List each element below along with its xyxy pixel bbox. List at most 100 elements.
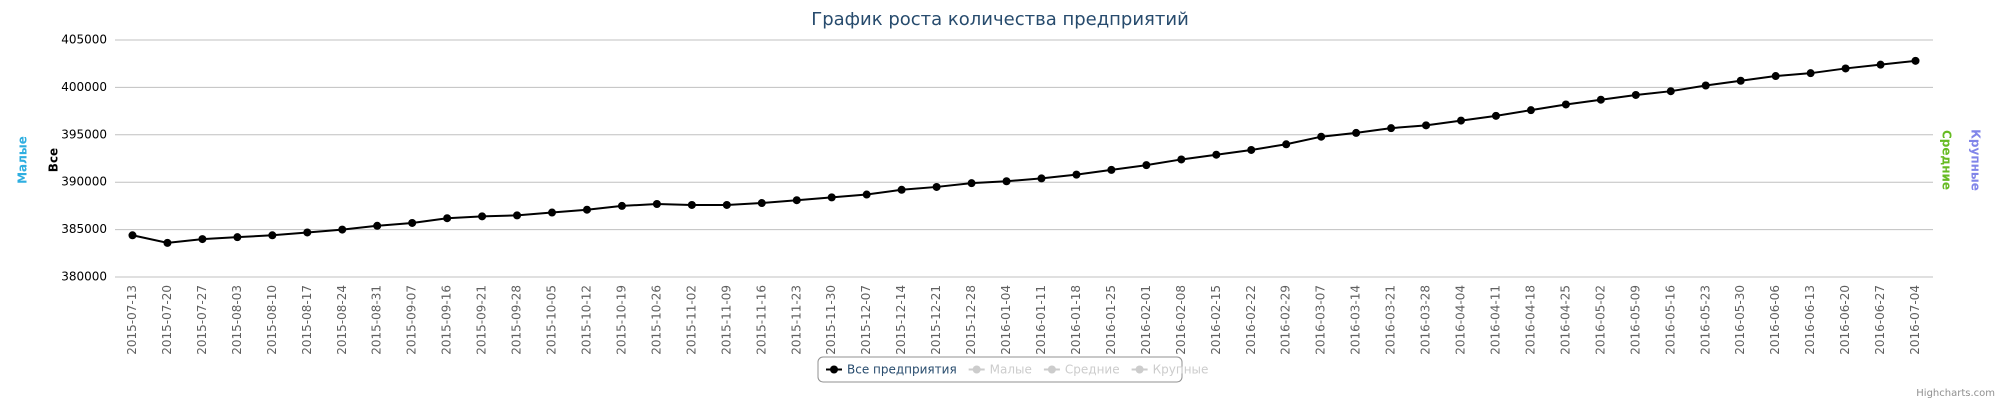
x-tick-label: 2016-07-04 [1908, 285, 1922, 355]
x-tick-label: 2015-10-19 [614, 285, 628, 355]
x-tick-label: 2015-09-07 [405, 285, 419, 355]
x-tick-label: 2015-12-21 [929, 285, 943, 355]
x-tick-label: 2015-09-16 [440, 285, 454, 355]
point [1841, 64, 1850, 73]
x-tick-label: 2016-02-29 [1279, 285, 1293, 355]
legend-item[interactable]: Крупные [1153, 363, 1209, 377]
credits[interactable]: Highcharts.com [1916, 388, 1995, 399]
x-tick-label: 2015-11-09 [719, 285, 733, 355]
point [862, 190, 871, 199]
point [1806, 69, 1815, 78]
x-tick-label: 2015-12-07 [859, 285, 873, 355]
point [687, 200, 696, 209]
point [513, 211, 522, 220]
point [408, 218, 417, 227]
point [1771, 72, 1780, 81]
point [1177, 155, 1186, 164]
y-tick-label: 390000 [61, 175, 107, 189]
axis-title: Малые [16, 136, 30, 184]
point [1282, 140, 1291, 149]
x-tick-label: 2015-11-02 [684, 285, 698, 355]
point [163, 238, 172, 247]
point [932, 182, 941, 191]
point [233, 233, 242, 242]
y-tick-label: 405000 [61, 33, 107, 47]
point [303, 228, 312, 237]
legend-item[interactable]: Все предприятия [847, 363, 957, 377]
point [897, 185, 906, 194]
point [1422, 121, 1431, 130]
point [1317, 132, 1326, 141]
x-tick-label: 2015-07-20 [160, 285, 174, 355]
chart-title: График роста количества предприятий [811, 9, 1189, 30]
y-tick-label: 385000 [61, 222, 107, 236]
x-tick-label: 2016-04-25 [1558, 285, 1572, 355]
point [1212, 150, 1221, 159]
x-tick-label: 2015-08-10 [265, 285, 279, 355]
x-tick-label: 2016-02-22 [1244, 285, 1258, 355]
point [268, 231, 277, 240]
x-tick-label: 2016-05-30 [1733, 285, 1747, 355]
point [1387, 124, 1396, 133]
legend-marker [830, 365, 838, 374]
point [1701, 81, 1710, 90]
point [338, 225, 347, 234]
axis-title: Все [47, 148, 61, 172]
point [827, 193, 836, 202]
x-tick-label: 2016-05-09 [1628, 285, 1642, 355]
point [1142, 161, 1151, 170]
x-tick-label: 2015-08-31 [370, 285, 384, 355]
point [1666, 87, 1675, 96]
point [1736, 76, 1745, 85]
x-tick-label: 2015-12-28 [964, 285, 978, 355]
x-tick-label: 2016-05-23 [1698, 285, 1712, 355]
point [1002, 177, 1011, 186]
point [1037, 174, 1046, 183]
x-tick-label: 2015-07-27 [195, 285, 209, 355]
x-tick-label: 2015-07-13 [125, 285, 139, 355]
x-tick-label: 2016-01-25 [1104, 285, 1118, 355]
point [1457, 116, 1466, 125]
x-tick-label: 2016-04-11 [1488, 285, 1502, 355]
point [1876, 60, 1885, 69]
x-tick-label: 2016-06-27 [1873, 285, 1887, 355]
x-tick-label: 2016-02-15 [1209, 285, 1223, 355]
x-tick-label: 2016-06-06 [1768, 285, 1782, 355]
x-tick-label: 2015-08-03 [230, 285, 244, 355]
x-tick-label: 2015-10-26 [649, 285, 663, 355]
point [1911, 56, 1920, 65]
x-tick-label: 2015-10-05 [545, 285, 559, 355]
point [1491, 111, 1500, 120]
legend-item[interactable]: Малые [990, 363, 1032, 377]
x-tick-label: 2016-03-28 [1419, 285, 1433, 355]
point [792, 196, 801, 205]
x-tick-label: 2016-05-16 [1663, 285, 1677, 355]
legend-marker [972, 365, 981, 374]
axis-title: Средние [1940, 130, 1954, 190]
point [757, 199, 766, 208]
point [443, 214, 452, 223]
x-tick-label: 2016-02-01 [1139, 285, 1153, 355]
x-tick-label: 2016-05-02 [1593, 285, 1607, 355]
y-tick-label: 380000 [61, 270, 107, 284]
point [582, 205, 591, 214]
point [1247, 145, 1256, 154]
x-tick-label: 2016-03-14 [1349, 285, 1363, 355]
point [1526, 106, 1535, 115]
x-tick-label: 2016-01-11 [1034, 285, 1048, 355]
point [1352, 128, 1361, 137]
legend-item[interactable]: Средние [1065, 363, 1120, 377]
x-tick-label: 2015-11-16 [754, 285, 768, 355]
series-line [132, 59, 1916, 244]
y-tick-label: 400000 [61, 80, 107, 94]
x-tick-label: 2016-06-20 [1838, 285, 1852, 355]
legend-marker [1135, 365, 1144, 374]
y-tick-label: 395000 [61, 127, 107, 141]
x-tick-label: 2015-11-23 [789, 285, 803, 355]
point [1072, 170, 1081, 179]
x-tick-label: 2016-01-04 [999, 285, 1013, 355]
point [1561, 100, 1570, 109]
point [373, 221, 382, 230]
point [1107, 165, 1116, 174]
